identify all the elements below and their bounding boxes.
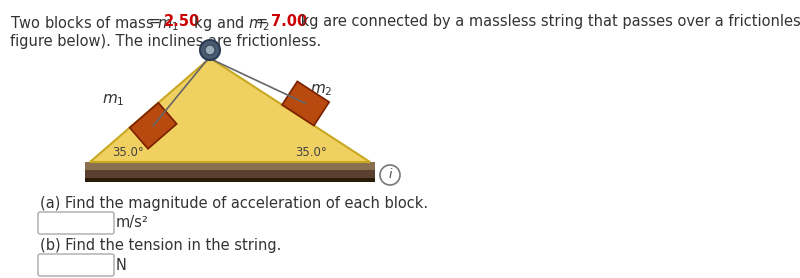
FancyBboxPatch shape [38, 212, 114, 234]
FancyBboxPatch shape [85, 178, 375, 182]
FancyBboxPatch shape [85, 170, 375, 178]
Text: figure below). The inclines are frictionless.: figure below). The inclines are friction… [10, 34, 322, 49]
Text: 35.0°: 35.0° [295, 146, 326, 159]
Text: =: = [256, 14, 273, 29]
Text: kg and $m_2$: kg and $m_2$ [189, 14, 270, 33]
FancyBboxPatch shape [85, 162, 375, 170]
Circle shape [380, 165, 400, 185]
Text: i: i [388, 168, 392, 182]
FancyBboxPatch shape [38, 254, 114, 276]
Text: Two blocks of mass $m_1$: Two blocks of mass $m_1$ [10, 14, 179, 33]
Text: N: N [116, 257, 127, 272]
Text: 35.0°: 35.0° [112, 146, 144, 159]
Circle shape [200, 40, 220, 60]
Text: 2.50: 2.50 [164, 14, 200, 29]
Text: (a) Find the magnitude of acceleration of each block.: (a) Find the magnitude of acceleration o… [40, 196, 428, 211]
Polygon shape [130, 103, 177, 149]
Polygon shape [282, 81, 329, 126]
Text: $m_2$: $m_2$ [310, 82, 333, 98]
Text: kg are connected by a massless string that passes over a frictionless pulley (se: kg are connected by a massless string th… [296, 14, 800, 29]
Text: 7.00: 7.00 [271, 14, 307, 29]
Text: (b) Find the tension in the string.: (b) Find the tension in the string. [40, 238, 282, 253]
Polygon shape [90, 58, 370, 162]
Text: $m_1$: $m_1$ [102, 92, 125, 108]
Text: m/s²: m/s² [116, 215, 149, 230]
Text: =: = [149, 14, 166, 29]
Circle shape [205, 45, 215, 55]
